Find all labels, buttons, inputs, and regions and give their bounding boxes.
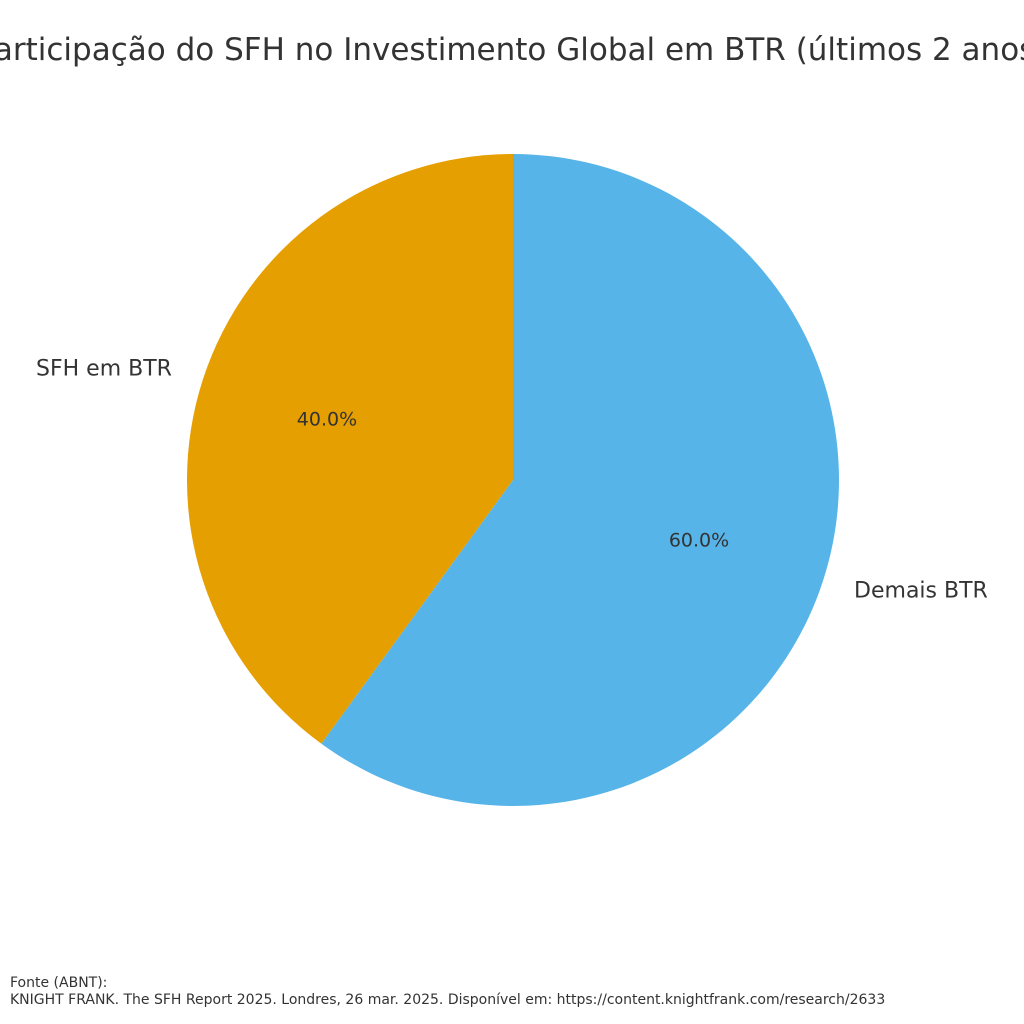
source-heading: Fonte (ABNT): (10, 975, 108, 991)
pie-percent-label-sfh-em-btr: 40.0% (297, 409, 357, 431)
pie-percent-label-demais-btr: 60.0% (669, 529, 729, 551)
pie-slice-demais-btr (321, 153, 839, 806)
pie-labels: 40.0% SFH em BTR 60.0% Demais BTR (36, 357, 988, 604)
source-citation: KNIGHT FRANK. The SFH Report 2025. Londr… (10, 992, 886, 1008)
pie-slice-sfh-em-btr (186, 154, 513, 744)
pie-slices (186, 153, 839, 806)
pie-category-label-demais-btr: Demais BTR (854, 578, 988, 603)
chart-title: Participação do SFH no Investimento Glob… (0, 32, 1024, 68)
pie-category-label-sfh-em-btr: SFH em BTR (36, 357, 172, 382)
source-note: Fonte (ABNT): KNIGHT FRANK. The SFH Repo… (10, 975, 885, 1009)
